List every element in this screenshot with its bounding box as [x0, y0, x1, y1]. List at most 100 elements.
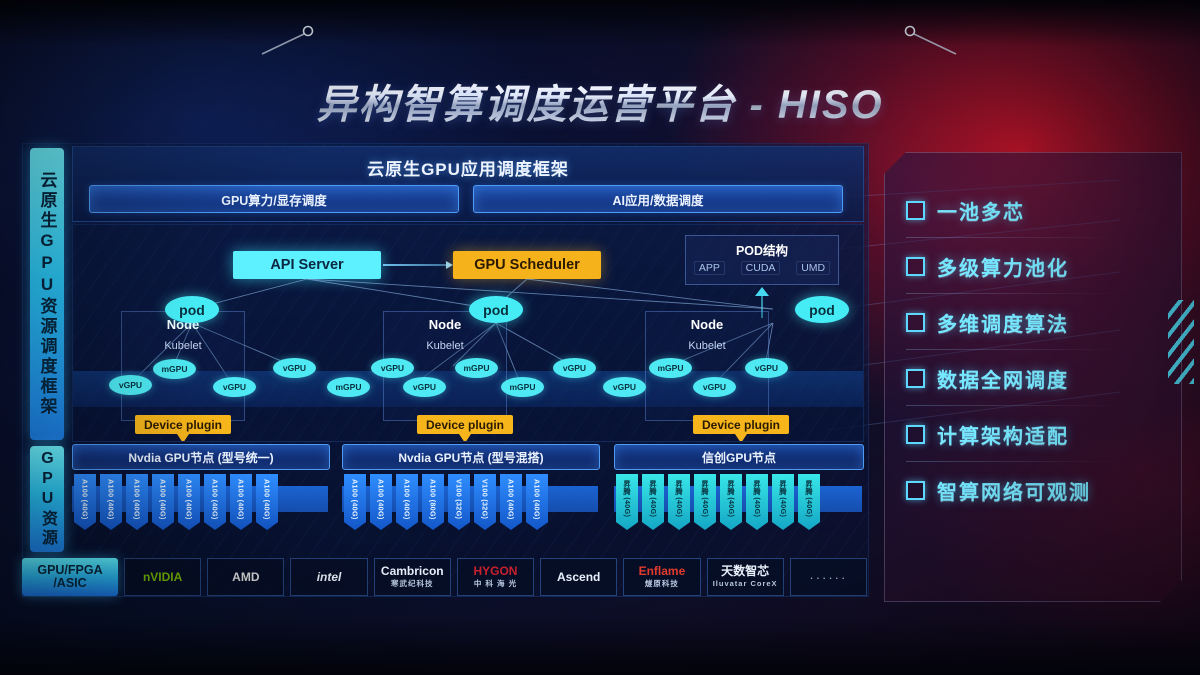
- gpu-unit-mgpu-1[interactable]: mGPU: [153, 359, 196, 379]
- gpu-card-label: A100 (40G): [532, 478, 542, 520]
- vendor-cell-nvidia[interactable]: nVIDIA: [124, 558, 202, 596]
- vendor-logo-text: intel: [316, 570, 342, 584]
- gpu-card-label: A100 (40G): [376, 478, 386, 520]
- gpu-card[interactable]: 昇腾 (40G): [746, 474, 768, 530]
- gpu-card[interactable]: A100 (40G): [344, 474, 366, 530]
- vendor-cell-天数智芯[interactable]: 天数智芯 Iluvatar CoreX: [706, 558, 784, 596]
- gpu-group-title[interactable]: Nvdia GPU节点 (型号统一): [72, 444, 330, 470]
- gpu-card[interactable]: A100 (40G): [152, 474, 174, 530]
- feature-list: 一池多芯多级算力池化 多维调度算法 数据全网调度 计算架构适配智算网络可观测: [906, 182, 1176, 518]
- vendor-cell-enflame[interactable]: Enflame 燧原科技: [623, 558, 701, 596]
- feature-item-2[interactable]: 多级算力池化: [906, 238, 1176, 294]
- gpu-unit-vgpu-6[interactable]: vGPU: [403, 377, 446, 397]
- sidebar-tab-gpu-resources[interactable]: GPU资源: [30, 446, 64, 552]
- title-area: 异构智算调度运营平台 - HISO: [0, 72, 1200, 130]
- vendor-cell-gpufpgaasic[interactable]: GPU/FPGA/ASIC: [22, 558, 118, 596]
- feature-label: 多维调度算法: [937, 313, 1069, 336]
- gpu-card[interactable]: A100 (40G): [256, 474, 278, 530]
- gpu-unit-vgpu-12[interactable]: vGPU: [693, 377, 736, 397]
- vendor-cell-intel[interactable]: intel: [290, 558, 368, 596]
- cn-bar-ai-data[interactable]: AI应用/数据调度: [473, 185, 843, 213]
- checkbox-square-icon: [906, 200, 925, 220]
- gpu-card[interactable]: A100 (40G): [126, 474, 148, 530]
- gpu-card[interactable]: A100 (40G): [526, 474, 548, 530]
- pod-node-3[interactable]: pod: [795, 296, 849, 323]
- gpu-unit-vgpu-13[interactable]: vGPU: [745, 358, 788, 378]
- gpu-group-title[interactable]: 信创GPU节点: [614, 444, 864, 470]
- gpu-card[interactable]: 昇腾 (40G): [694, 474, 716, 530]
- gpu-unit-mgpu-11[interactable]: mGPU: [649, 358, 692, 378]
- gpu-card[interactable]: 昇腾 (40G): [772, 474, 794, 530]
- feature-label: 数据全网调度: [937, 369, 1069, 392]
- checkbox-square-icon: [906, 424, 925, 444]
- gpu-card-list: A100 (40G) A100 (40G) A100 (40G) A100 (40G)…: [74, 474, 278, 530]
- gpu-group-title[interactable]: Nvdia GPU节点 (型号混搭): [342, 444, 600, 470]
- gpu-unit-vgpu-2[interactable]: vGPU: [213, 377, 256, 397]
- k8s-scheduling-area: API Server GPU Scheduler POD结构 APP CUDA …: [72, 224, 864, 442]
- gpu-unit-vgpu-10[interactable]: vGPU: [603, 377, 646, 397]
- bottom-gradient-overlay: [0, 617, 1200, 675]
- device-plugin-2[interactable]: Device plugin: [417, 415, 513, 434]
- feature-item-3[interactable]: 多维调度算法: [906, 294, 1176, 350]
- vendor-logo-text: HYGON 中 科 海 光: [473, 563, 518, 588]
- gpu-card[interactable]: 昇腾 (40G): [616, 474, 638, 530]
- checkbox-square-icon: [906, 368, 925, 388]
- gpu-card-label: A100 (40G): [262, 478, 272, 520]
- feature-label: 多级算力池化: [937, 257, 1069, 280]
- gpu-unit-mgpu-8[interactable]: mGPU: [501, 377, 544, 397]
- vendor-logo-text: 天数智芯 Iluvatar CoreX: [712, 563, 778, 588]
- gpu-unit-vgpu-0[interactable]: vGPU: [109, 375, 152, 395]
- gpu-card-label: A100 (40G): [80, 478, 90, 520]
- feature-item-4[interactable]: 数据全网调度: [906, 350, 1176, 406]
- vendor-logo-text: Ascend: [557, 570, 601, 584]
- device-plugin-1[interactable]: Device plugin: [135, 415, 231, 434]
- feature-item-5[interactable]: 计算架构适配: [906, 406, 1176, 462]
- gpu-unit-mgpu-7[interactable]: mGPU: [455, 358, 498, 378]
- gpu-card[interactable]: 昇腾 (40G): [668, 474, 690, 530]
- gpu-card-label: A100 (40G): [184, 478, 194, 520]
- feature-item-6[interactable]: 智算网络可观测: [906, 462, 1176, 518]
- gpu-card[interactable]: 昇腾 (40G): [642, 474, 664, 530]
- gpu-card[interactable]: V100 (32G): [474, 474, 496, 530]
- gpu-card-list: A100 (40G) A100 (40G) A100 (40G) A100 (80G)…: [344, 474, 548, 530]
- vendor-logo-strip: GPU/FPGA/ASIC nVIDIA AMD intel Cambricon 寒武纪科…: [22, 558, 867, 596]
- vendor-cell-hygon[interactable]: HYGON 中 科 海 光: [456, 558, 535, 596]
- vendor-logo-subtext: Iluvatar CoreX: [712, 578, 778, 588]
- gpu-card-label: V100 (32G): [454, 478, 464, 520]
- vendor-cell-cambricon[interactable]: Cambricon 寒武纪科技: [373, 558, 451, 596]
- gpu-card[interactable]: A100 (40G): [100, 474, 122, 530]
- gpu-card[interactable]: A100 (80G): [422, 474, 444, 530]
- gpu-unit-vgpu-5[interactable]: vGPU: [371, 358, 414, 378]
- cn-bar-gpu-compute[interactable]: GPU算力/显存调度: [89, 185, 459, 213]
- gpu-unit-mgpu-4[interactable]: mGPU: [327, 377, 370, 397]
- device-plugin-3[interactable]: Device plugin: [693, 415, 789, 434]
- vendor-cell-more[interactable]: ······: [789, 558, 867, 596]
- gpu-card[interactable]: 昇腾 (40G): [798, 474, 820, 530]
- device-plugin-arrow-icon: [735, 434, 747, 441]
- cloud-native-block: 云原生GPU应用调度框架 GPU算力/显存调度 AI应用/数据调度: [72, 146, 864, 222]
- feature-label: 计算架构适配: [937, 425, 1069, 448]
- gpu-card[interactable]: A100 (40G): [178, 474, 200, 530]
- gpu-unit-vgpu-3[interactable]: vGPU: [273, 358, 316, 378]
- vendor-cell-ascend[interactable]: Ascend: [540, 558, 618, 596]
- gpu-card[interactable]: A100 (40G): [500, 474, 522, 530]
- gpu-card[interactable]: A100 (40G): [370, 474, 392, 530]
- gpu-card-label: A100 (40G): [158, 478, 168, 520]
- gpu-card[interactable]: V100 (32G): [448, 474, 470, 530]
- gpu-card[interactable]: A100 (40G): [396, 474, 418, 530]
- gpu-card[interactable]: 昇腾 (40G): [720, 474, 742, 530]
- pod-node-2[interactable]: pod: [469, 296, 523, 323]
- pod-node-1[interactable]: pod: [165, 296, 219, 323]
- sidebar-tab-framework[interactable]: 云原生GPU资源调度框架: [30, 148, 64, 440]
- gpu-card-label: A100 (40G): [236, 478, 246, 520]
- gpu-unit-vgpu-9[interactable]: vGPU: [553, 358, 596, 378]
- gpu-card-label: A100 (40G): [132, 478, 142, 520]
- vendor-cell-amd[interactable]: AMD: [207, 558, 285, 596]
- feature-item-1[interactable]: 一池多芯: [906, 182, 1176, 238]
- node-label: Node: [690, 317, 724, 332]
- gpu-card-label: V100 (32G): [480, 478, 490, 520]
- gpu-card[interactable]: A100 (40G): [230, 474, 252, 530]
- gpu-card[interactable]: A100 (40G): [204, 474, 226, 530]
- gpu-card[interactable]: A100 (40G): [74, 474, 96, 530]
- checkbox-square-icon: [906, 480, 925, 500]
